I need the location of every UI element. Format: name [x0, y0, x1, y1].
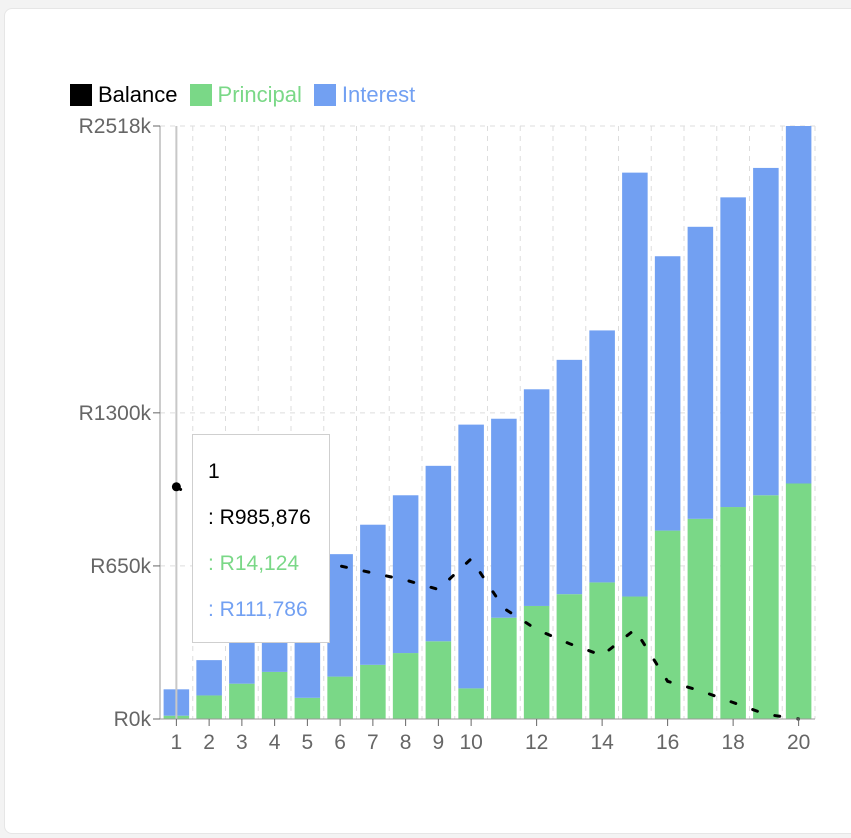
legend-item-interest[interactable]: Interest [313, 82, 416, 108]
bar-interest-13 [556, 359, 583, 595]
legend-swatch-interest [313, 84, 336, 106]
legend-swatch-principal [189, 84, 212, 106]
bar-principal-6 [327, 676, 353, 719]
bar-principal-7 [360, 664, 386, 719]
bar-principal-17 [687, 518, 714, 719]
balance-active-point [171, 482, 181, 492]
tooltip-title: 1 [208, 460, 220, 483]
bar-interest-16 [654, 256, 681, 531]
x-tick-label: 12 [525, 731, 548, 754]
bar-principal-5 [294, 697, 321, 719]
x-tick-label: 4 [269, 731, 281, 754]
tooltip-interest: : R111,786 [208, 598, 308, 621]
bar-principal-9 [425, 641, 452, 719]
bar-interest-12 [523, 389, 550, 606]
tooltip-balance: : R985,876 [208, 506, 311, 529]
bar-principal-4 [261, 671, 288, 719]
legend-label-interest: Interest [341, 82, 416, 107]
x-tick-label: 3 [236, 731, 248, 754]
legend-swatch-balance [70, 84, 92, 106]
x-tick-label: 8 [400, 731, 412, 754]
bar-principal-15 [622, 596, 648, 719]
bar-interest-14 [589, 330, 615, 583]
y-tick-label: R2518k [79, 115, 152, 138]
y-tick-label: R0k [114, 708, 152, 731]
bar-principal-3 [229, 683, 255, 719]
x-tick-label: 18 [721, 731, 744, 754]
x-tick-label: 10 [459, 731, 482, 754]
bar-interest-2 [196, 660, 222, 696]
bar-interest-10 [458, 424, 484, 689]
bar-principal-8 [392, 653, 419, 719]
legend-item-principal[interactable]: Principal [189, 82, 302, 108]
bar-interest-9 [425, 465, 452, 642]
tooltip-principal: : R14,124 [208, 552, 300, 575]
x-tick-label: 16 [656, 731, 679, 754]
x-tick-label: 7 [367, 731, 379, 754]
x-tick-label: 1 [171, 731, 183, 754]
bar-principal-13 [556, 594, 583, 719]
bar-interest-19 [753, 167, 779, 496]
bar-principal-11 [491, 617, 517, 719]
bar-principal-18 [720, 507, 746, 719]
x-tick-label: 20 [787, 731, 810, 754]
x-tick-label: 2 [203, 731, 215, 754]
bar-interest-8 [392, 495, 419, 654]
y-tick-label: R650k [90, 555, 151, 578]
x-tick-label: 9 [433, 731, 445, 754]
x-tick-label: 6 [334, 731, 346, 754]
bar-principal-19 [753, 495, 779, 719]
bar-principal-20 [785, 483, 812, 719]
legend-label-principal: Principal [217, 82, 302, 107]
legend-item-balance[interactable]: Balance [70, 82, 178, 108]
y-tick-label: R1300k [79, 402, 152, 425]
legend-label-balance: Balance [98, 82, 178, 107]
x-tick-label: 14 [590, 731, 614, 754]
bar-principal-2 [196, 695, 222, 719]
bar-principal-10 [458, 688, 484, 719]
chart-legend: Balance Principal Interest [70, 82, 427, 108]
bar-interest-15 [622, 172, 648, 597]
bar-interest-7 [360, 524, 386, 665]
bar-interest-11 [491, 418, 517, 618]
chart-tooltip: 1 : R985,876 : R14,124 : R111,786 [192, 434, 330, 643]
bar-principal-14 [589, 582, 615, 719]
bar-interest-6 [327, 554, 353, 677]
bar-interest-17 [687, 226, 714, 519]
x-tick-label: 5 [302, 731, 314, 754]
bar-principal-16 [654, 530, 681, 719]
bar-interest-18 [720, 197, 746, 508]
bar-interest-20 [785, 126, 812, 484]
